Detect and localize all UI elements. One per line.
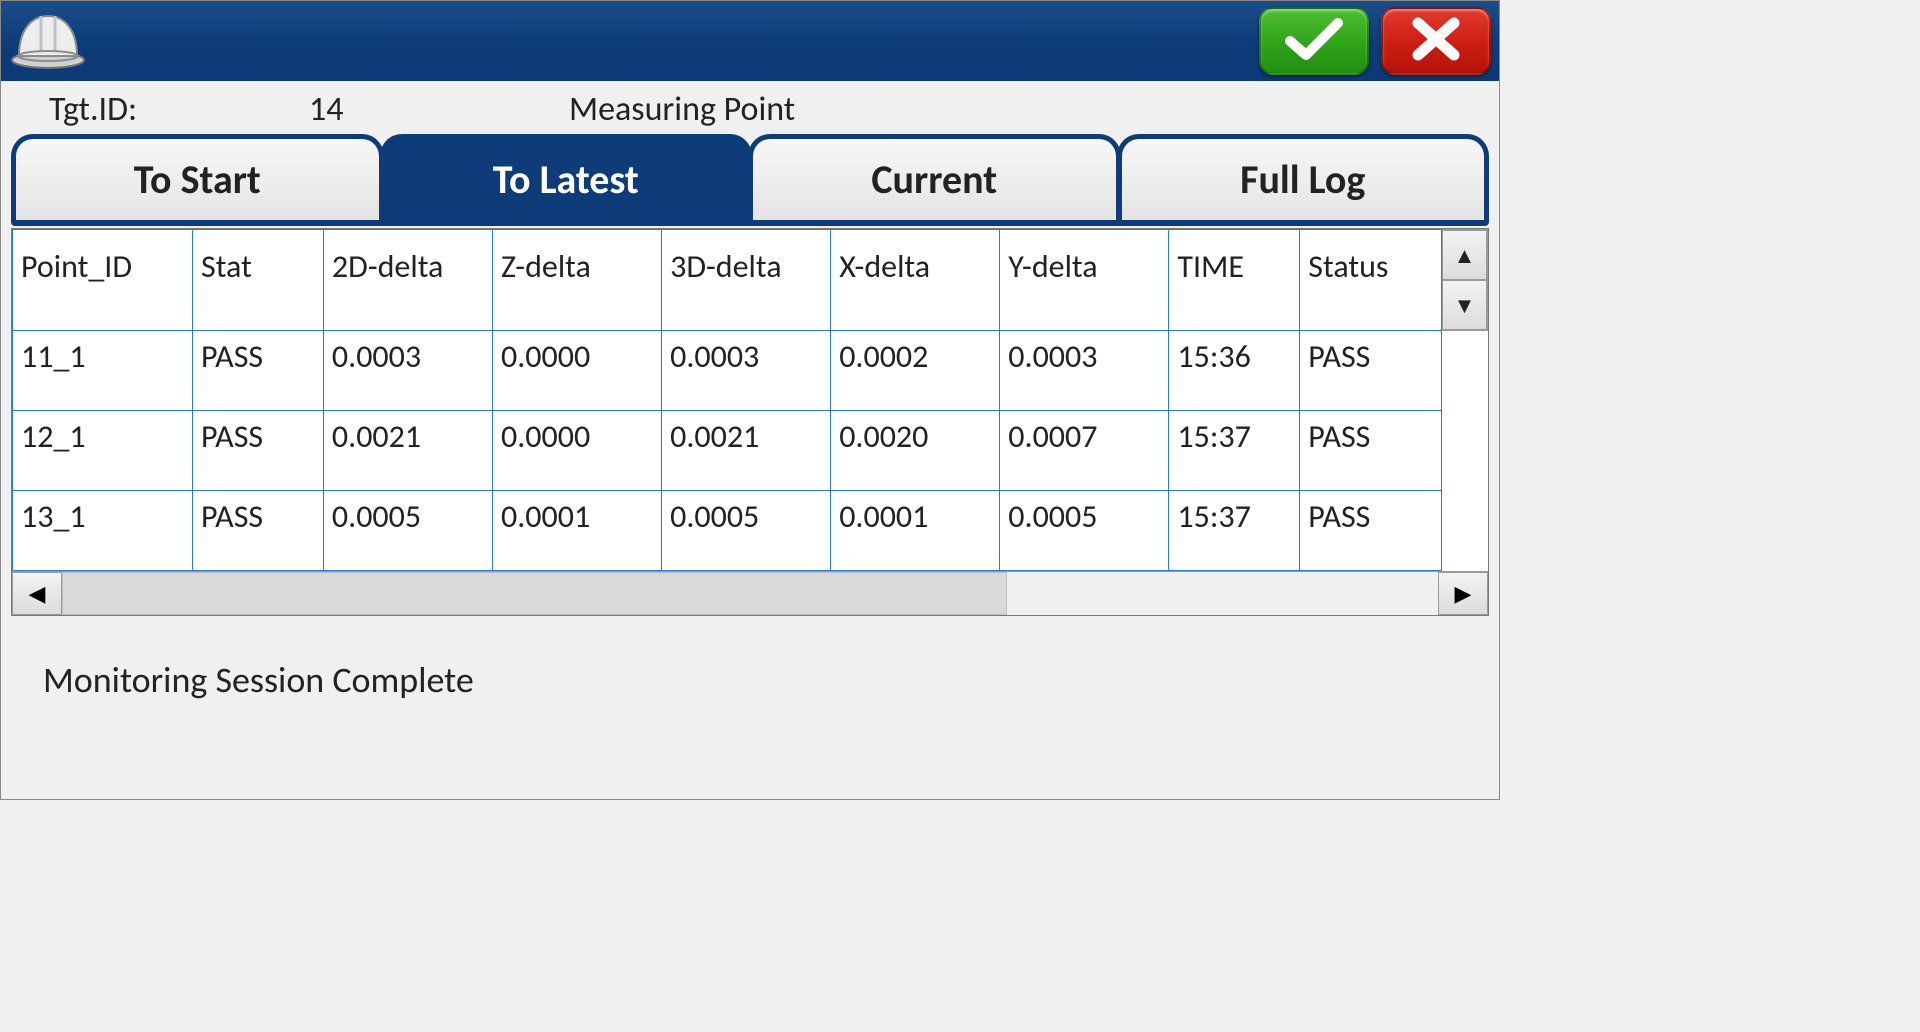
tgt-id-value: 14 xyxy=(309,89,569,130)
triangle-right-icon: ▶ xyxy=(1455,580,1472,607)
scroll-down-button[interactable]: ▼ xyxy=(1442,280,1487,330)
col-status[interactable]: Status xyxy=(1300,230,1442,331)
triangle-up-icon: ▲ xyxy=(1454,242,1476,269)
session-status-text: Monitoring Session Complete xyxy=(43,658,474,702)
app-window: Tgt.ID: 14 Measuring Point To Start To L… xyxy=(0,0,1500,800)
hscroll-track-used[interactable] xyxy=(62,572,1007,615)
triangle-left-icon: ◀ xyxy=(29,580,46,607)
col-y-delta[interactable]: Y-delta xyxy=(1000,230,1169,331)
tab-bar: To Start To Latest Current Full Log xyxy=(1,134,1499,220)
cancel-button[interactable] xyxy=(1381,7,1491,75)
cell-time: 15:36 xyxy=(1169,331,1300,411)
col-x-delta[interactable]: X-delta xyxy=(831,230,1000,331)
footer: Monitoring Session Complete xyxy=(1,616,1499,712)
col-2d-delta[interactable]: 2D-delta xyxy=(323,230,492,331)
cell-y: 0.0003 xyxy=(1000,331,1169,411)
table-row[interactable]: 12_1 PASS 0.0021 0.0000 0.0021 0.0020 0.… xyxy=(13,411,1488,491)
results-table: Point_ID Stat 2D-delta Z-delta 3D-delta … xyxy=(12,229,1488,571)
cell-time: 15:37 xyxy=(1169,491,1300,571)
tab-label: Current xyxy=(871,155,997,204)
scroll-right-button[interactable]: ▶ xyxy=(1438,572,1488,615)
cell-z: 0.0000 xyxy=(493,411,662,491)
cell-stat: PASS xyxy=(193,491,324,571)
tab-to-latest[interactable]: To Latest xyxy=(380,134,753,220)
cell-z: 0.0001 xyxy=(493,491,662,571)
scroll-left-button[interactable]: ◀ xyxy=(12,572,62,615)
headline: Tgt.ID: 14 Measuring Point xyxy=(1,81,1499,134)
cell-x: 0.0020 xyxy=(831,411,1000,491)
cell-point-id: 12_1 xyxy=(13,411,193,491)
checkmark-icon xyxy=(1284,15,1344,68)
cell-y: 0.0005 xyxy=(1000,491,1169,571)
tab-label: To Start xyxy=(134,155,261,204)
cell-3d: 0.0003 xyxy=(662,331,831,411)
cell-2d: 0.0005 xyxy=(323,491,492,571)
cell-z: 0.0000 xyxy=(493,331,662,411)
col-z-delta[interactable]: Z-delta xyxy=(493,230,662,331)
page-title: Measuring Point xyxy=(569,89,795,130)
cell-x: 0.0001 xyxy=(831,491,1000,571)
col-3d-delta[interactable]: 3D-delta xyxy=(662,230,831,331)
ok-button[interactable] xyxy=(1259,7,1369,75)
vertical-scrollbar[interactable]: ▲ ▼ xyxy=(1442,230,1488,331)
scroll-up-button[interactable]: ▲ xyxy=(1442,230,1487,280)
cell-2d: 0.0003 xyxy=(323,331,492,411)
cell-y: 0.0007 xyxy=(1000,411,1169,491)
cell-time: 15:37 xyxy=(1169,411,1300,491)
cell-stat: PASS xyxy=(193,331,324,411)
tab-bar-underline xyxy=(11,220,1489,226)
tgt-id-label: Tgt.ID: xyxy=(49,89,309,130)
horizontal-scrollbar[interactable]: ◀ ▶ xyxy=(12,571,1488,615)
results-table-container: Point_ID Stat 2D-delta Z-delta 3D-delta … xyxy=(11,228,1489,616)
cell-point-id: 11_1 xyxy=(13,331,193,411)
tab-label: To Latest xyxy=(493,155,639,204)
triangle-down-icon: ▼ xyxy=(1454,292,1476,319)
col-point-id[interactable]: Point_ID xyxy=(13,230,193,331)
cell-status: PASS xyxy=(1300,411,1442,491)
close-icon xyxy=(1406,15,1466,68)
hardhat-icon xyxy=(9,8,87,75)
cell-point-id: 13_1 xyxy=(13,491,193,571)
cell-x: 0.0002 xyxy=(831,331,1000,411)
cell-2d: 0.0021 xyxy=(323,411,492,491)
table-row[interactable]: 11_1 PASS 0.0003 0.0000 0.0003 0.0002 0.… xyxy=(13,331,1488,411)
table-header-row: Point_ID Stat 2D-delta Z-delta 3D-delta … xyxy=(13,230,1488,331)
tab-label: Full Log xyxy=(1240,155,1365,204)
cell-status: PASS xyxy=(1300,331,1442,411)
cell-status: PASS xyxy=(1300,491,1442,571)
cell-3d: 0.0005 xyxy=(662,491,831,571)
col-time[interactable]: TIME xyxy=(1169,230,1300,331)
title-bar xyxy=(1,1,1499,81)
tab-full-log[interactable]: Full Log xyxy=(1117,134,1490,220)
hscroll-track-remain[interactable] xyxy=(1007,572,1438,615)
col-stat[interactable]: Stat xyxy=(193,230,324,331)
tab-current[interactable]: Current xyxy=(748,134,1121,220)
tab-to-start[interactable]: To Start xyxy=(11,134,384,220)
cell-3d: 0.0021 xyxy=(662,411,831,491)
table-row[interactable]: 13_1 PASS 0.0005 0.0001 0.0005 0.0001 0.… xyxy=(13,491,1488,571)
cell-stat: PASS xyxy=(193,411,324,491)
